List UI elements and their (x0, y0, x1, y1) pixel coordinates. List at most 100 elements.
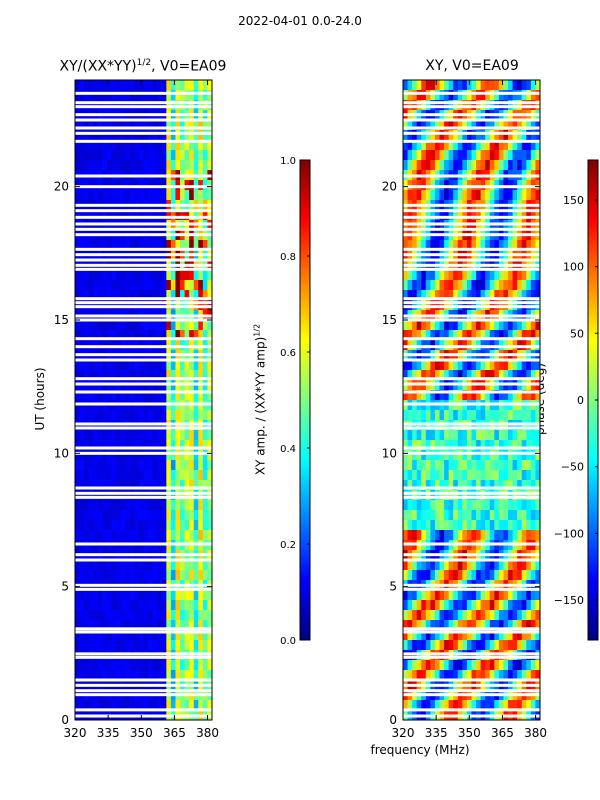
heatmap-cell (75, 520, 80, 531)
heatmap-cell (129, 610, 135, 621)
heatmap-cell (526, 270, 532, 281)
heatmap-cell (494, 120, 500, 131)
heatmap-cell (106, 430, 112, 441)
heatmap-cell (143, 440, 149, 451)
heatmap-cell (143, 430, 149, 441)
heatmap-cell (175, 290, 181, 301)
heatmap-cell (198, 80, 204, 91)
heatmap-cell (189, 130, 195, 141)
heatmap-cell (175, 610, 181, 621)
heatmap-cell (79, 490, 85, 501)
heatmap-cell (434, 590, 440, 601)
heatmap-cell (175, 270, 181, 281)
heatmap-cell (152, 480, 158, 491)
colorbar-tick-label: −50 (561, 461, 584, 474)
flagged-gap (403, 131, 540, 135)
heatmap-cell (421, 500, 427, 511)
heatmap-cell (517, 460, 523, 471)
heatmap-cell (416, 150, 422, 161)
heatmap-cell (407, 130, 413, 141)
heatmap-cell (106, 320, 112, 331)
flagged-gap (75, 446, 212, 450)
heatmap-cell (202, 570, 208, 581)
heatmap-cell (439, 500, 445, 511)
heatmap-cell (416, 460, 422, 471)
heatmap-cell (111, 330, 117, 341)
heatmap-cell (512, 560, 518, 571)
heatmap-cell (193, 590, 199, 601)
heatmap-cell (166, 270, 172, 281)
heatmap-cell (430, 360, 436, 371)
heatmap-cell (476, 90, 482, 101)
heatmap-cell (403, 90, 408, 101)
heatmap-cell (517, 490, 523, 501)
heatmap-cell (106, 480, 112, 491)
heatmap-cell (138, 700, 144, 711)
heatmap-cell (134, 500, 140, 511)
heatmap-cell (521, 620, 527, 631)
heatmap-cell (129, 120, 135, 131)
heatmap-cell (521, 670, 527, 681)
heatmap-cell (403, 320, 408, 331)
heatmap-cell (157, 470, 163, 481)
heatmap-cell (412, 480, 418, 491)
heatmap-cell (207, 330, 213, 341)
heatmap-cell (530, 290, 536, 301)
flagged-gap (75, 105, 212, 109)
heatmap-cell (75, 370, 80, 381)
heatmap-cell (207, 80, 213, 91)
heatmap-cell (120, 670, 126, 681)
heatmap-cell (494, 610, 500, 621)
heatmap-cell (457, 490, 463, 501)
heatmap-cell (434, 270, 440, 281)
heatmap-cell (184, 600, 190, 611)
heatmap-cell (138, 240, 144, 251)
heatmap-cell (138, 560, 144, 571)
heatmap-cell (430, 130, 436, 141)
heatmap-cell (111, 570, 117, 581)
heatmap-cell (75, 160, 80, 171)
heatmap-cell (425, 490, 431, 501)
heatmap-cell (97, 640, 103, 651)
heatmap-cell (508, 240, 513, 251)
heatmap-cell (485, 90, 491, 101)
flagged-gap (403, 652, 540, 656)
heatmap-cell (152, 430, 158, 441)
heatmap-cell (480, 700, 486, 711)
heatmap-cell (198, 520, 204, 531)
heatmap-cell (439, 280, 445, 291)
heatmap-cell (84, 80, 90, 91)
heatmap-cell (407, 120, 413, 131)
heatmap-cell (517, 620, 523, 631)
heatmap-cell (521, 570, 527, 581)
heatmap-cell (180, 370, 185, 381)
heatmap-cell (79, 140, 85, 151)
heatmap-cell (207, 430, 213, 441)
heatmap-cell (202, 640, 208, 651)
heatmap-cell (425, 450, 431, 461)
heatmap-cell (93, 320, 99, 331)
heatmap-cell (512, 120, 518, 131)
heatmap-cell (434, 120, 440, 131)
heatmap-cell (93, 700, 99, 711)
heatmap-cell (416, 120, 422, 131)
heatmap-cell (166, 640, 172, 651)
heatmap-cell (494, 190, 500, 201)
heatmap-cell (412, 370, 418, 381)
heatmap-cell (138, 360, 144, 371)
heatmap-cell (198, 620, 204, 631)
heatmap-cell (508, 430, 513, 441)
heatmap-cell (489, 190, 495, 201)
heatmap-cell (517, 240, 523, 251)
heatmap-cell (111, 280, 117, 291)
heatmap-cell (143, 660, 149, 671)
heatmap-cell (207, 570, 213, 581)
heatmap-cell (471, 630, 477, 641)
heatmap-cell (97, 590, 103, 601)
heatmap-cell (526, 130, 532, 141)
heatmap-cell (530, 130, 536, 141)
heatmap-cell (434, 210, 440, 221)
heatmap-cell (448, 610, 454, 621)
heatmap-cell (453, 600, 459, 611)
heatmap-cell (416, 610, 422, 621)
